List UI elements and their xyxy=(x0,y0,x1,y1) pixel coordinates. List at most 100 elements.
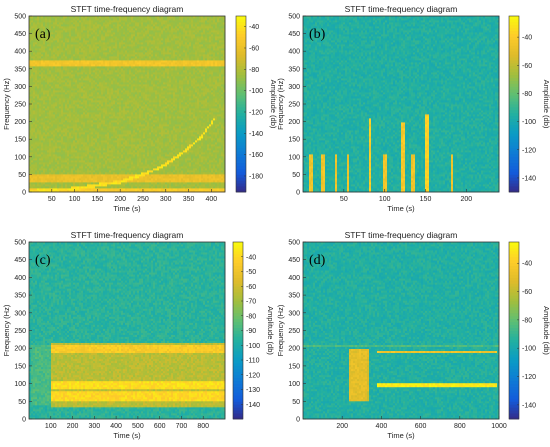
y-tick-label: 400 xyxy=(14,275,26,282)
colorbar-label: Amplitude (db) xyxy=(266,306,275,355)
y-tick-label: 350 xyxy=(14,293,26,300)
colorbar-tick-label: -130 xyxy=(246,387,260,394)
y-axis-label: Frequency (Hz) xyxy=(276,78,285,130)
colorbar-tick-label: -40 xyxy=(522,261,532,268)
colorbar-tick-label: -100 xyxy=(249,88,263,95)
x-tick-label: 100 xyxy=(379,196,391,203)
y-tick-label: 100 xyxy=(14,154,26,161)
y-tick-label: 250 xyxy=(14,102,26,109)
x-tick-label: 600 xyxy=(415,423,427,430)
colorbar-tick-label: -80 xyxy=(249,67,259,74)
y-tick-label: 0 xyxy=(22,190,26,197)
colorbar-tick-label: -40 xyxy=(522,35,532,42)
x-tick-label: 200 xyxy=(460,196,472,203)
colorbar-tick-label: -40 xyxy=(249,24,259,31)
y-tick-label: 0 xyxy=(296,417,300,424)
colorbar-tick-label: -60 xyxy=(522,63,532,70)
colorbar-tick-label: -140 xyxy=(249,131,263,138)
colorbar-tick-label: -60 xyxy=(522,289,532,296)
colorbar: -40 -60 -80 -100 -120 -140 Amplitude (db) xyxy=(508,15,550,193)
y-tick-label: 150 xyxy=(14,137,26,144)
y-tick-label: 300 xyxy=(14,310,26,317)
colorbar-tick-label: -60 xyxy=(246,284,256,291)
colorbar-tick-label: -40 xyxy=(246,254,256,261)
y-tick-label: 200 xyxy=(14,346,26,353)
colorbar-label: Amplitude (db) xyxy=(542,80,550,129)
y-tick-label: 450 xyxy=(14,31,26,38)
x-tick-label: 200 xyxy=(67,423,79,430)
y-tick-label: 50 xyxy=(292,399,300,406)
colorbar-tick-label: -80 xyxy=(246,313,256,320)
x-axis-label: Time (s) xyxy=(113,204,141,213)
spectrogram-image xyxy=(29,16,226,193)
y-tick-label: 150 xyxy=(14,363,26,370)
x-tick-label: 400 xyxy=(376,423,388,430)
colorbar-tick-label: -120 xyxy=(522,147,536,154)
colorbar-tick-label: -140 xyxy=(246,402,260,409)
colorbar-tick-label: -120 xyxy=(522,374,536,381)
y-tick-label: 350 xyxy=(14,66,26,73)
colorbar-tick-label: -70 xyxy=(246,299,256,306)
y-tick-label: 400 xyxy=(288,275,300,282)
y-tick-label: 100 xyxy=(288,154,300,161)
x-tick-label: 400 xyxy=(110,423,122,430)
y-tick-label: 500 xyxy=(288,14,300,21)
x-tick-label: 200 xyxy=(114,196,126,203)
x-tick-label: 250 xyxy=(137,196,149,203)
colorbar-tick-label: -80 xyxy=(522,317,532,324)
y-tick-label: 0 xyxy=(296,190,300,197)
y-axis-label: Frequency (Hz) xyxy=(2,304,11,356)
panel-label: (a) xyxy=(35,27,51,42)
x-tick-label: 300 xyxy=(88,423,100,430)
spectrogram-image xyxy=(303,16,500,193)
chart-title: STFT time-frequency diagram xyxy=(345,230,458,240)
y-tick-label: 500 xyxy=(14,240,26,247)
y-tick-label: 300 xyxy=(14,84,26,91)
colorbar-tick-label: -120 xyxy=(246,372,260,379)
y-tick-label: 300 xyxy=(288,310,300,317)
panel-d: STFT time-frequency diagram (d) 200 400 600 8… xyxy=(276,230,550,440)
colorbar-tick-label: -140 xyxy=(522,175,536,182)
colorbar-tick-label: -90 xyxy=(246,328,256,335)
colorbar-tick-label: -100 xyxy=(246,343,260,350)
x-tick-label: 300 xyxy=(160,196,172,203)
colorbar-tick-label: -120 xyxy=(249,110,263,117)
panel-label: (b) xyxy=(309,27,326,42)
colorbar-tick-label: -110 xyxy=(246,358,260,365)
x-tick-label: 200 xyxy=(336,423,348,430)
y-tick-label: 500 xyxy=(14,14,26,21)
colorbar-tick-label: -140 xyxy=(522,402,536,409)
y-tick-label: 200 xyxy=(288,119,300,126)
y-tick-label: 200 xyxy=(288,346,300,353)
colorbar-label: Amplitude (db) xyxy=(542,306,550,355)
y-tick-label: 150 xyxy=(288,363,300,370)
colorbar-tick-label: -50 xyxy=(246,269,256,276)
spectrogram-image xyxy=(29,242,226,420)
chart-title: STFT time-frequency diagram xyxy=(71,230,184,240)
x-tick-label: 150 xyxy=(420,196,432,203)
panel-c: STFT time-frequency diagram (c) 100 200 300 4… xyxy=(2,230,275,440)
y-axis-label: Frequency (Hz) xyxy=(276,304,285,356)
x-tick-label: 800 xyxy=(197,423,209,430)
x-tick-label: 100 xyxy=(45,423,57,430)
x-tick-label: 50 xyxy=(48,196,56,203)
y-tick-label: 200 xyxy=(14,119,26,126)
y-tick-label: 450 xyxy=(288,257,300,264)
x-tick-label: 150 xyxy=(92,196,104,203)
chart-title: STFT time-frequency diagram xyxy=(345,4,458,14)
panel-label: (c) xyxy=(35,253,51,268)
y-tick-label: 250 xyxy=(288,328,300,335)
colorbar-tick-label: -100 xyxy=(522,346,536,353)
y-tick-label: 100 xyxy=(288,381,300,388)
x-tick-label: 1000 xyxy=(491,423,507,430)
y-tick-label: 400 xyxy=(14,49,26,56)
y-tick-label: 250 xyxy=(14,328,26,335)
y-tick-label: 450 xyxy=(14,257,26,264)
x-axis-label: Time (s) xyxy=(113,431,141,440)
colorbar-tick-label: -180 xyxy=(249,174,263,181)
x-tick-label: 100 xyxy=(69,196,81,203)
x-axis-label: Time (s) xyxy=(387,431,415,440)
x-tick-label: 700 xyxy=(176,423,188,430)
x-tick-label: 350 xyxy=(183,196,195,203)
